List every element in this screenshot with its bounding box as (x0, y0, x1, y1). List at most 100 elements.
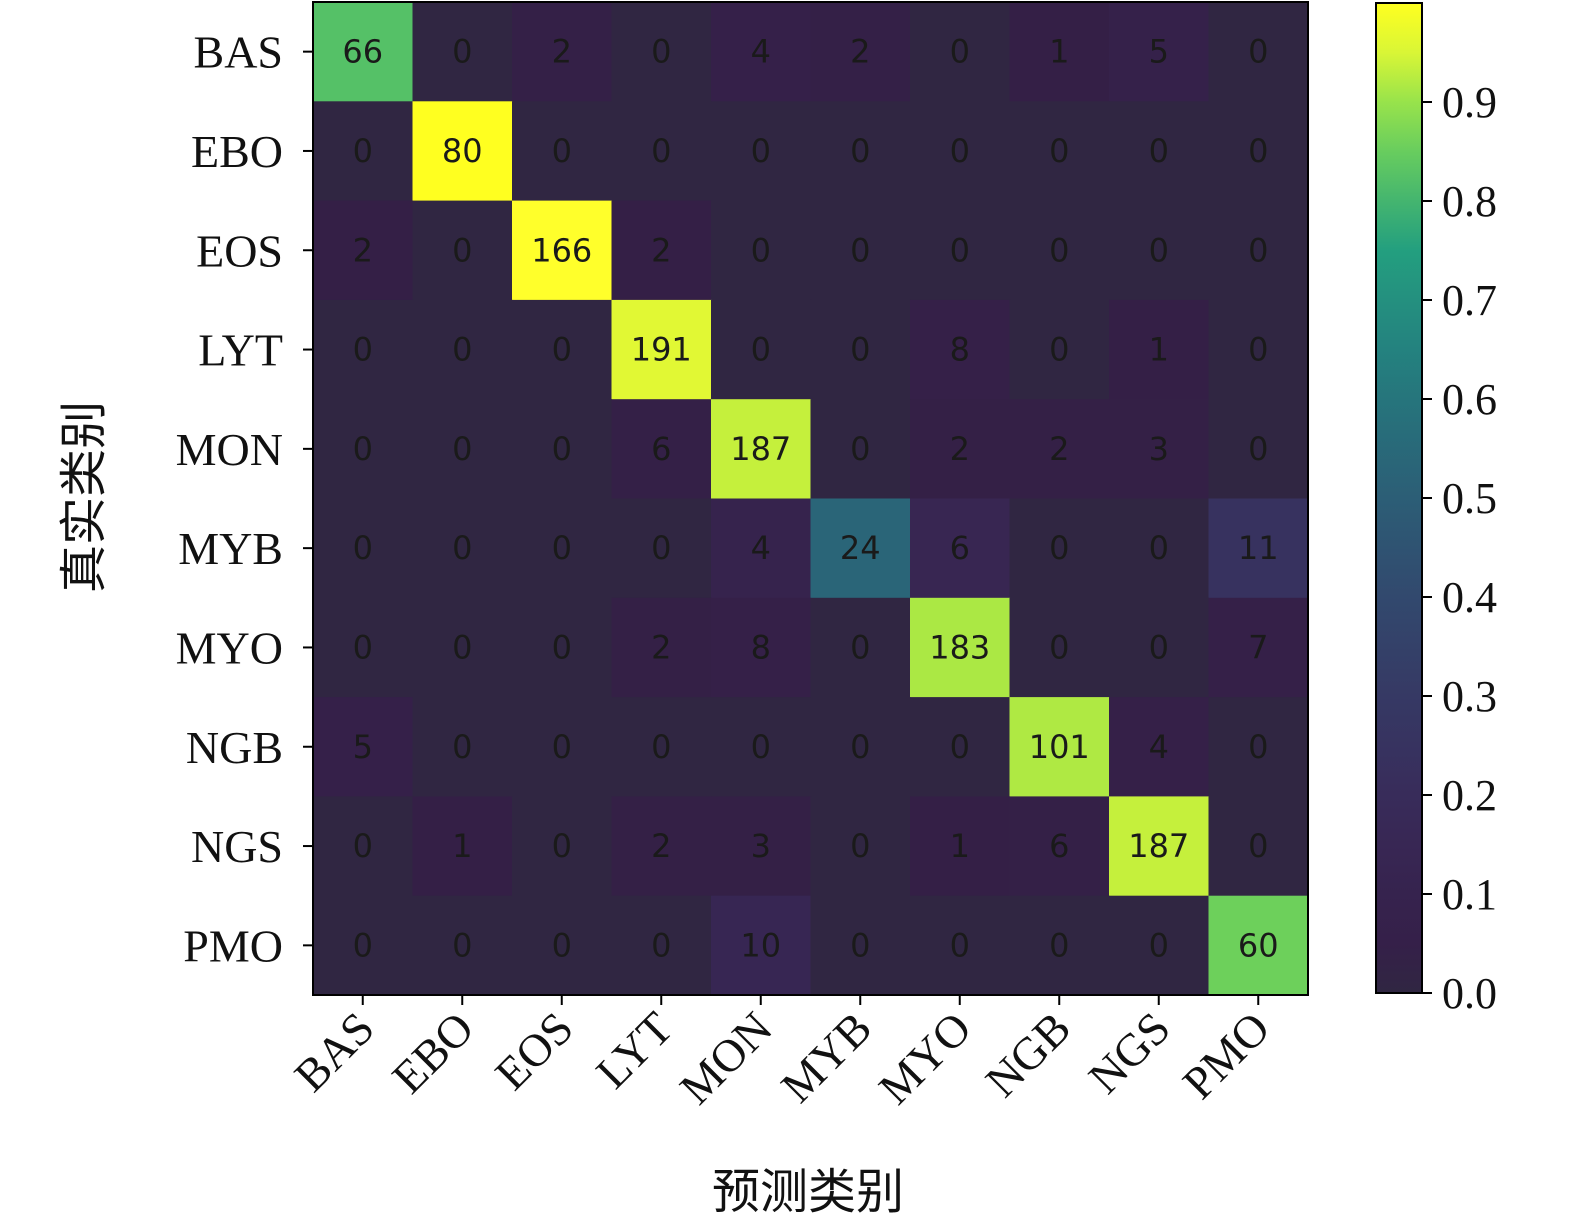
heatmap-cell (711, 796, 812, 897)
heatmap-cell (1109, 796, 1210, 897)
heatmap-cell (1208, 200, 1309, 301)
heatmap-cell (1009, 299, 1110, 400)
cell-value-label: 8 (950, 331, 970, 369)
heatmap-cell (512, 399, 613, 500)
heatmap-cells (313, 2, 1309, 996)
cell-value-label: 0 (1248, 728, 1268, 766)
heatmap-cell (412, 796, 513, 897)
y-tick-label: MYB (178, 523, 283, 574)
heatmap-cell (1009, 498, 1110, 599)
heatmap-cell (910, 498, 1011, 599)
cell-value-label: 0 (452, 33, 472, 71)
heatmap-cell (512, 697, 613, 797)
cell-value-label: 2 (950, 430, 970, 468)
x-tick-label: PMO (1173, 1002, 1280, 1109)
heatmap-cell (611, 498, 712, 599)
heatmap-cell (711, 399, 812, 500)
cell-value-label: 7 (1248, 628, 1268, 666)
heatmap-cell (1208, 796, 1309, 897)
cell-value-label: 0 (353, 628, 373, 666)
heatmap-cell (1109, 498, 1210, 599)
cell-value-label: 0 (1248, 430, 1268, 468)
cell-value-label: 0 (1149, 926, 1169, 964)
cell-value-label: 0 (950, 231, 970, 269)
heatmap-cell (711, 597, 812, 698)
y-tick-label: NGS (191, 821, 283, 872)
heatmap-cell (1009, 697, 1110, 797)
heatmap-cell (1009, 796, 1110, 897)
cell-value-label: 0 (552, 529, 572, 567)
heatmap-cell (910, 200, 1011, 301)
cell-value-label: 0 (1049, 231, 1069, 269)
cell-value-label: 0 (552, 430, 572, 468)
cell-value-label: 166 (531, 231, 592, 269)
heatmap-cell (412, 597, 513, 698)
heatmap-cell (1009, 200, 1110, 301)
cell-value-label: 1 (1149, 331, 1169, 369)
colorbar-tick-label: 0.4 (1442, 573, 1497, 622)
cell-value-label: 187 (730, 430, 791, 468)
heatmap-cell (1208, 597, 1309, 698)
heatmap-cell (711, 200, 812, 301)
cell-value-label: 183 (929, 628, 990, 666)
colorbar-tick-label: 0.5 (1442, 474, 1497, 523)
heatmap-cell (810, 498, 911, 599)
heatmap-cell (810, 597, 911, 698)
heatmap-cell (711, 895, 812, 996)
cell-value-label: 0 (950, 33, 970, 71)
heatmap-cell (313, 796, 414, 897)
heatmap-cell (412, 498, 513, 599)
cell-value-label: 1 (950, 827, 970, 865)
cell-value-label: 6 (950, 529, 970, 567)
cell-value-labels: 66 0 2 0 4 2 0 1 5 00 80 0 0 0 0 0 0 0 02 0 166 2 0 0 0 0 0 00 0 0 191… (342, 33, 1278, 965)
y-tick-label: BAS (194, 27, 283, 78)
cell-value-label: 0 (452, 728, 472, 766)
y-axis-ticks: BAS EBO EOS LYT MON MYB MYO NGB NGS PMO (176, 27, 313, 971)
colorbar-ticks: 0.0 0.1 0.2 0.3 0.4 0.5 0.6 0.7 0.8 0.9 (1422, 78, 1497, 1018)
heatmap-cell (611, 101, 712, 202)
cell-value-label: 0 (452, 430, 472, 468)
cell-value-label: 0 (1248, 33, 1268, 71)
heatmap-cell (412, 697, 513, 797)
heatmap-cell (611, 399, 712, 500)
cell-value-label: 0 (1049, 628, 1069, 666)
cell-value-label: 0 (850, 827, 870, 865)
cell-value-label: 0 (950, 132, 970, 170)
x-tick-label: MYO (869, 1002, 981, 1114)
heatmap-cell (512, 597, 613, 698)
heatmap-cell (810, 796, 911, 897)
cell-value-label: 191 (631, 331, 692, 369)
heatmap-cell (313, 299, 414, 400)
colorbar (1375, 2, 1423, 994)
cell-value-label: 66 (342, 33, 383, 71)
heatmap-cell (412, 895, 513, 996)
cell-value-label: 0 (552, 728, 572, 766)
heatmap-cell (711, 2, 812, 102)
cell-value-label: 2 (850, 33, 870, 71)
cell-value-label: 0 (552, 628, 572, 666)
heatmap-cell (512, 895, 613, 996)
x-tick-label: NGS (1079, 1002, 1180, 1103)
cell-value-label: 0 (1248, 231, 1268, 269)
heatmap-cell (412, 200, 513, 301)
heatmap-cell (611, 697, 712, 797)
cell-value-label: 0 (1049, 529, 1069, 567)
heatmap-cell (611, 200, 712, 301)
cell-value-label: 0 (353, 926, 373, 964)
heatmap-cell (412, 2, 513, 102)
cell-value-label: 10 (740, 926, 781, 964)
cell-value-label: 0 (850, 430, 870, 468)
heatmap-cell (1208, 101, 1309, 202)
cell-value-label: 60 (1238, 926, 1279, 964)
cell-value-label: 0 (552, 827, 572, 865)
cell-value-label: 0 (651, 529, 671, 567)
cell-value-label: 0 (353, 827, 373, 865)
heatmap-cell (910, 2, 1011, 102)
cell-value-label: 0 (353, 529, 373, 567)
colorbar-tick-label: 0.3 (1442, 672, 1497, 721)
cell-value-label: 3 (1149, 430, 1169, 468)
heatmap-cell (1009, 2, 1110, 102)
heatmap-cell (1109, 895, 1210, 996)
heatmap-cell (1109, 299, 1210, 400)
heatmap-cell (412, 101, 513, 202)
